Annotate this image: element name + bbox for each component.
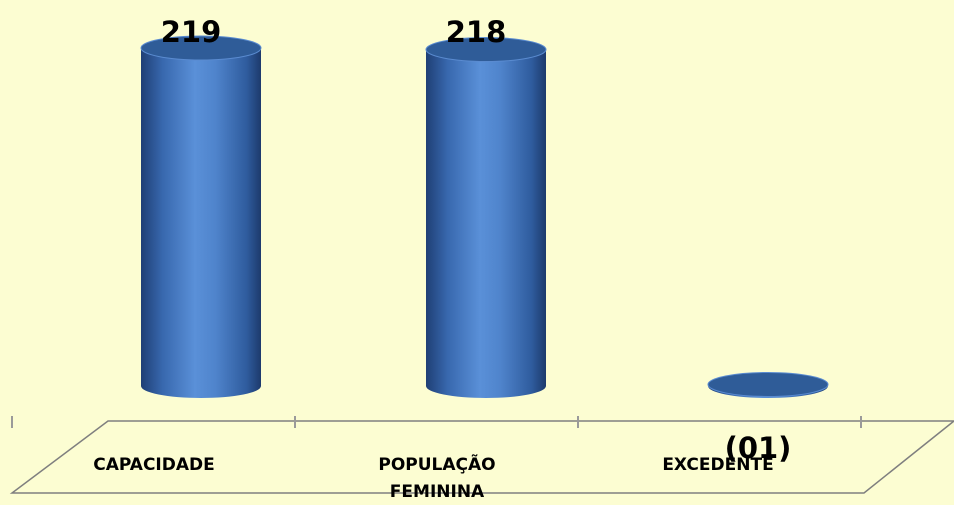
value-labels: 219 218 (01): [161, 15, 792, 465]
bar-body: [141, 48, 261, 398]
bar: [707, 371, 829, 398]
bars-group: [140, 35, 829, 398]
bar: [425, 37, 547, 398]
bar-top: [425, 37, 547, 63]
chart-floor: [9, 420, 954, 494]
bar-top: [140, 35, 262, 61]
data-label: 218: [446, 15, 507, 49]
bar-body: [426, 49, 546, 398]
category-labels: CAPACIDADE POPULAÇÃO FEMININA EXCEDENTE: [93, 452, 773, 502]
category-label: EXCEDENTE: [662, 455, 773, 475]
category-label: CAPACIDADE: [93, 455, 214, 475]
data-label: (01): [725, 431, 792, 465]
axis-ticks: [11, 416, 862, 428]
bar-top: [707, 371, 829, 397]
category-label: POPULAÇÃO FEMININA: [378, 452, 495, 502]
data-label: 219: [161, 15, 222, 49]
bar: [140, 35, 262, 398]
